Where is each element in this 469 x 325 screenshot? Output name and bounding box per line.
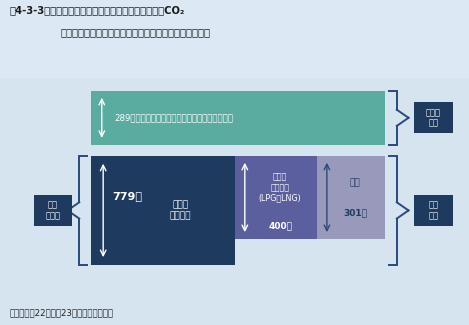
- Bar: [414, 102, 453, 133]
- Bar: [91, 91, 385, 145]
- Text: 301円: 301円: [343, 208, 367, 217]
- Text: 出典：平成22年度第23回税制調査会資料: 出典：平成22年度第23回税制調査会資料: [9, 308, 113, 317]
- Bar: [234, 156, 317, 239]
- Text: 原油・
石油製品: 原油・ 石油製品: [169, 201, 191, 220]
- Bar: [91, 156, 234, 265]
- Text: 上乗せ
税率: 上乗せ 税率: [426, 108, 441, 127]
- Text: 図4-3-3　「地球温暖化対策のための課税の特例」のCO₂: 図4-3-3 「地球温暖化対策のための課税の特例」のCO₂: [9, 5, 185, 15]
- Text: 779円: 779円: [113, 191, 143, 201]
- Bar: [317, 156, 385, 239]
- Text: 石炭: 石炭: [350, 178, 361, 187]
- Text: 400円: 400円: [268, 221, 292, 230]
- Bar: [0, 0, 469, 78]
- Text: 現行
税率: 現行 税率: [428, 201, 439, 220]
- Bar: [414, 195, 453, 226]
- Text: 289円　「地球温暖化対策のための課税の特例」: 289円 「地球温暖化対策のための課税の特例」: [114, 113, 233, 122]
- Text: 石油
石炭税: 石油 石炭税: [45, 201, 61, 220]
- Text: 排出量１トン当たりの税率（３年半の経過措置後の姿）: 排出量１トン当たりの税率（３年半の経過措置後の姿）: [61, 28, 211, 38]
- Bar: [34, 195, 72, 226]
- Text: ガス状
炭化水素
(LPG・LNG): ガス状 炭化水素 (LPG・LNG): [259, 173, 302, 202]
